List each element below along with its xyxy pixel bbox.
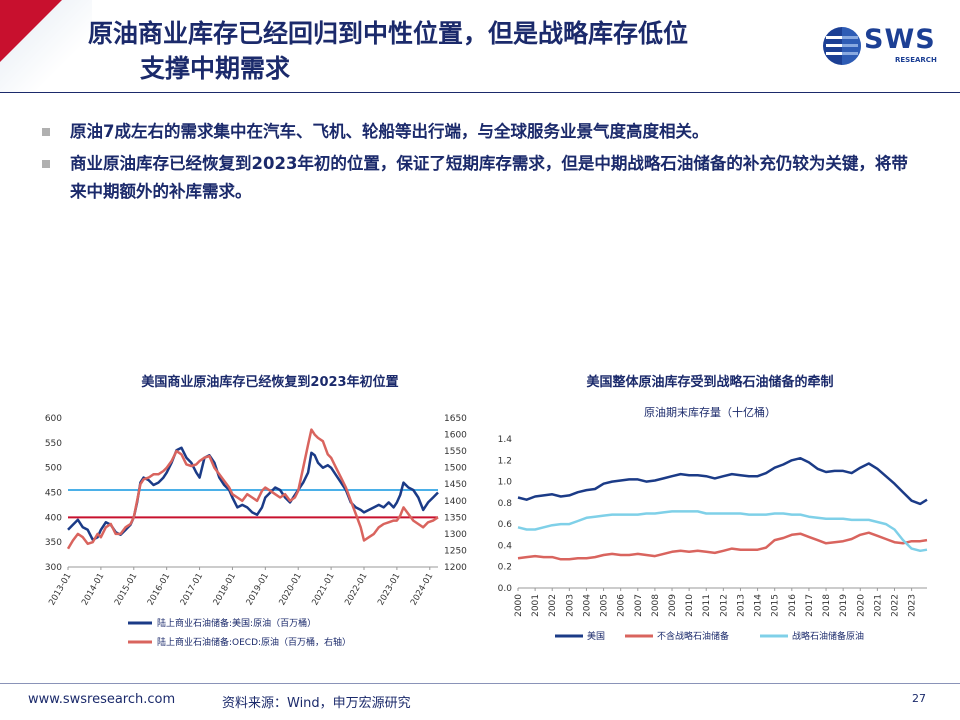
chart1-x-tick-label: 2020-01 bbox=[277, 572, 303, 608]
chart1-y-left-tick-label: 550 bbox=[45, 439, 62, 449]
bullet-list: 原油7成左右的需求集中在汽车、飞机、轮船等出行端，与全球服务业景气度高度相关。 … bbox=[42, 118, 922, 210]
chart2-title: 美国整体原油库存受到战略石油储备的牵制 bbox=[586, 375, 834, 390]
chart2-legend-label: 战略石油储备原油 bbox=[792, 630, 864, 642]
bullet-square-icon bbox=[42, 128, 50, 136]
chart2-x-tick-label: 2018 bbox=[822, 594, 832, 617]
header-divider bbox=[0, 92, 960, 93]
sws-logo-subtext: RESEARCH bbox=[895, 56, 937, 64]
chart1-y-left-tick-label: 600 bbox=[45, 414, 62, 424]
chart1-y-left-tick-label: 400 bbox=[45, 513, 62, 523]
bullet-text: 原油7成左右的需求集中在汽车、飞机、轮船等出行端，与全球服务业景气度高度相关。 bbox=[70, 122, 709, 141]
chart2-total-inventory: 0.0 0.2 0.4 0.6 0.8 1.0 1.2 1.4 2000 2001 2002 2003… bbox=[498, 435, 928, 642]
chart1-y-right-tick-label: 1500 bbox=[444, 464, 467, 474]
chart2-subtitle: 原油期末库存量（十亿桶） bbox=[644, 406, 776, 419]
chart2-y-tick-label: 0.6 bbox=[498, 520, 513, 530]
chart2-x-tick-label: 2023 bbox=[908, 594, 918, 617]
chart1-y-right-tick-label: 1450 bbox=[444, 480, 467, 490]
chart2-x-tick-label: 2021 bbox=[873, 594, 883, 617]
chart2-x-tick-label: 2019 bbox=[839, 594, 849, 617]
chart1-x-tick-label: 2016-01 bbox=[146, 572, 172, 608]
chart2-x-tick-label: 2011 bbox=[702, 594, 712, 617]
footer-divider bbox=[0, 683, 960, 684]
chart2-x-tick-label: 2017 bbox=[805, 594, 815, 617]
chart2-y-tick-label: 0.8 bbox=[498, 499, 513, 509]
chart2-series-line-3 bbox=[517, 510, 928, 553]
chart2-x-tick-label: 2020 bbox=[856, 594, 866, 617]
chart1-x-tick-label: 2023-01 bbox=[376, 572, 402, 608]
chart2-series-line-2 bbox=[517, 531, 928, 561]
chart1-x-tick-label: 2019-01 bbox=[245, 572, 271, 608]
chart1-y-right-tick-label: 1650 bbox=[444, 414, 467, 424]
chart2-y-tick-label: 1.0 bbox=[498, 478, 513, 488]
chart2-x-tick-label: 2004 bbox=[582, 594, 592, 617]
chart2-x-tick-label: 2000 bbox=[514, 594, 524, 617]
sws-logo-mark-icon bbox=[823, 27, 861, 65]
chart1-x-tick-label: 2014-01 bbox=[80, 572, 106, 608]
chart2-x-tick-label: 2008 bbox=[651, 594, 661, 617]
chart1-y-right-tick-label: 1350 bbox=[444, 513, 467, 523]
chart2-x-tick-label: 2012 bbox=[719, 594, 729, 617]
chart2-x-tick-label: 2003 bbox=[565, 594, 575, 617]
chart1-y-right-tick-label: 1250 bbox=[444, 546, 467, 556]
chart2-x-tick-label: 2010 bbox=[685, 594, 695, 617]
chart1-y-right-tick-label: 1550 bbox=[444, 447, 467, 457]
page-number: 27 bbox=[912, 692, 926, 705]
chart1-x-tick-label: 2015-01 bbox=[113, 572, 139, 608]
page-title-line2: 支撑中期需求 bbox=[140, 54, 291, 83]
chart1-x-tick-label: 2013-01 bbox=[47, 572, 73, 608]
chart1-x-tick-label: 2018-01 bbox=[212, 572, 238, 608]
chart2-y-tick-label: 0.0 bbox=[498, 584, 513, 594]
chart1-y-left-tick-label: 300 bbox=[45, 563, 62, 573]
chart1-legend-label: 陆上商业石油储备:OECD:原油（百万桶，右轴） bbox=[157, 636, 351, 648]
bullet-square-icon bbox=[42, 160, 50, 168]
page-title: 原油商业库存已经回归到中性位置，但是战略库存低位 支撑中期需求 bbox=[88, 16, 808, 86]
chart2-legend-label: 不含战略石油储备 bbox=[657, 630, 729, 642]
chart1-x-tick-label: 2024-01 bbox=[409, 572, 435, 608]
chart2-x-tick-label: 2002 bbox=[548, 594, 558, 617]
chart1-y-left-tick-label: 500 bbox=[45, 464, 62, 474]
chart2-y-tick-label: 0.2 bbox=[498, 563, 512, 573]
chart1-series-line-2 bbox=[66, 428, 439, 550]
chart2-legend-label: 美国 bbox=[587, 630, 605, 642]
chart1-y-left-tick-label: 350 bbox=[45, 538, 62, 548]
chart2-x-tick-label: 2014 bbox=[754, 594, 764, 617]
chart2-x-tick-label: 2009 bbox=[668, 594, 678, 617]
chart1-legend-label: 陆上商业石油储备:美国:原油（百万桶） bbox=[157, 617, 316, 629]
chart2-y-tick-label: 0.4 bbox=[498, 541, 513, 551]
chart1-y-left-tick-label: 450 bbox=[45, 489, 62, 499]
chart2-x-tick-label: 2015 bbox=[771, 594, 781, 617]
title-corner-accent bbox=[0, 0, 62, 62]
chart1-x-tick-label: 2017-01 bbox=[179, 572, 205, 608]
bullet-item: 商业原油库存已经恢复到2023年初的位置，保证了短期库存需求，但是中期战略石油储… bbox=[42, 150, 922, 206]
sws-logo-text: SWS bbox=[864, 24, 936, 55]
chart1-y-right-tick-label: 1200 bbox=[444, 563, 467, 573]
bullet-item: 原油7成左右的需求集中在汽车、飞机、轮船等出行端，与全球服务业景气度高度相关。 bbox=[42, 118, 922, 146]
chart1-x-tick-label: 2021-01 bbox=[310, 572, 336, 608]
chart2-series-line-1 bbox=[517, 456, 928, 506]
sws-logo: SWS RESEARCH bbox=[822, 22, 942, 72]
chart2-x-tick-label: 2022 bbox=[890, 594, 900, 617]
chart2-y-tick-label: 1.4 bbox=[498, 435, 513, 445]
chart2-y-tick-label: 1.2 bbox=[498, 456, 512, 466]
page-title-line1: 原油商业库存已经回归到中性位置，但是战略库存低位 bbox=[88, 19, 689, 48]
chart1-y-right-tick-label: 1400 bbox=[444, 497, 467, 507]
footer-website-link[interactable]: www.swsresearch.com bbox=[28, 692, 176, 707]
chart2-x-tick-label: 2007 bbox=[634, 594, 644, 617]
chart1-y-right-tick-label: 1600 bbox=[444, 431, 467, 441]
chart1-commercial-inventory: 300 350 400 450 500 550 600 1200 1250 1300 1350 140… bbox=[45, 414, 467, 648]
chart2-x-tick-label: 2013 bbox=[736, 594, 746, 617]
chart2-x-tick-label: 2005 bbox=[600, 594, 610, 617]
chart2-x-tick-label: 2001 bbox=[531, 594, 541, 617]
chart1-x-tick-label: 2022-01 bbox=[343, 572, 369, 608]
footer-source: 资料来源：Wind，申万宏源研究 bbox=[222, 696, 411, 711]
chart1-y-right-tick-label: 1300 bbox=[444, 530, 467, 540]
chart1-title: 美国商业原油库存已经恢复到2023年初位置 bbox=[141, 375, 399, 390]
chart2-x-tick-label: 2016 bbox=[788, 594, 798, 617]
chart2-x-tick-label: 2006 bbox=[617, 594, 627, 617]
bullet-text: 商业原油库存已经恢复到2023年初的位置，保证了短期库存需求，但是中期战略石油储… bbox=[70, 154, 908, 201]
